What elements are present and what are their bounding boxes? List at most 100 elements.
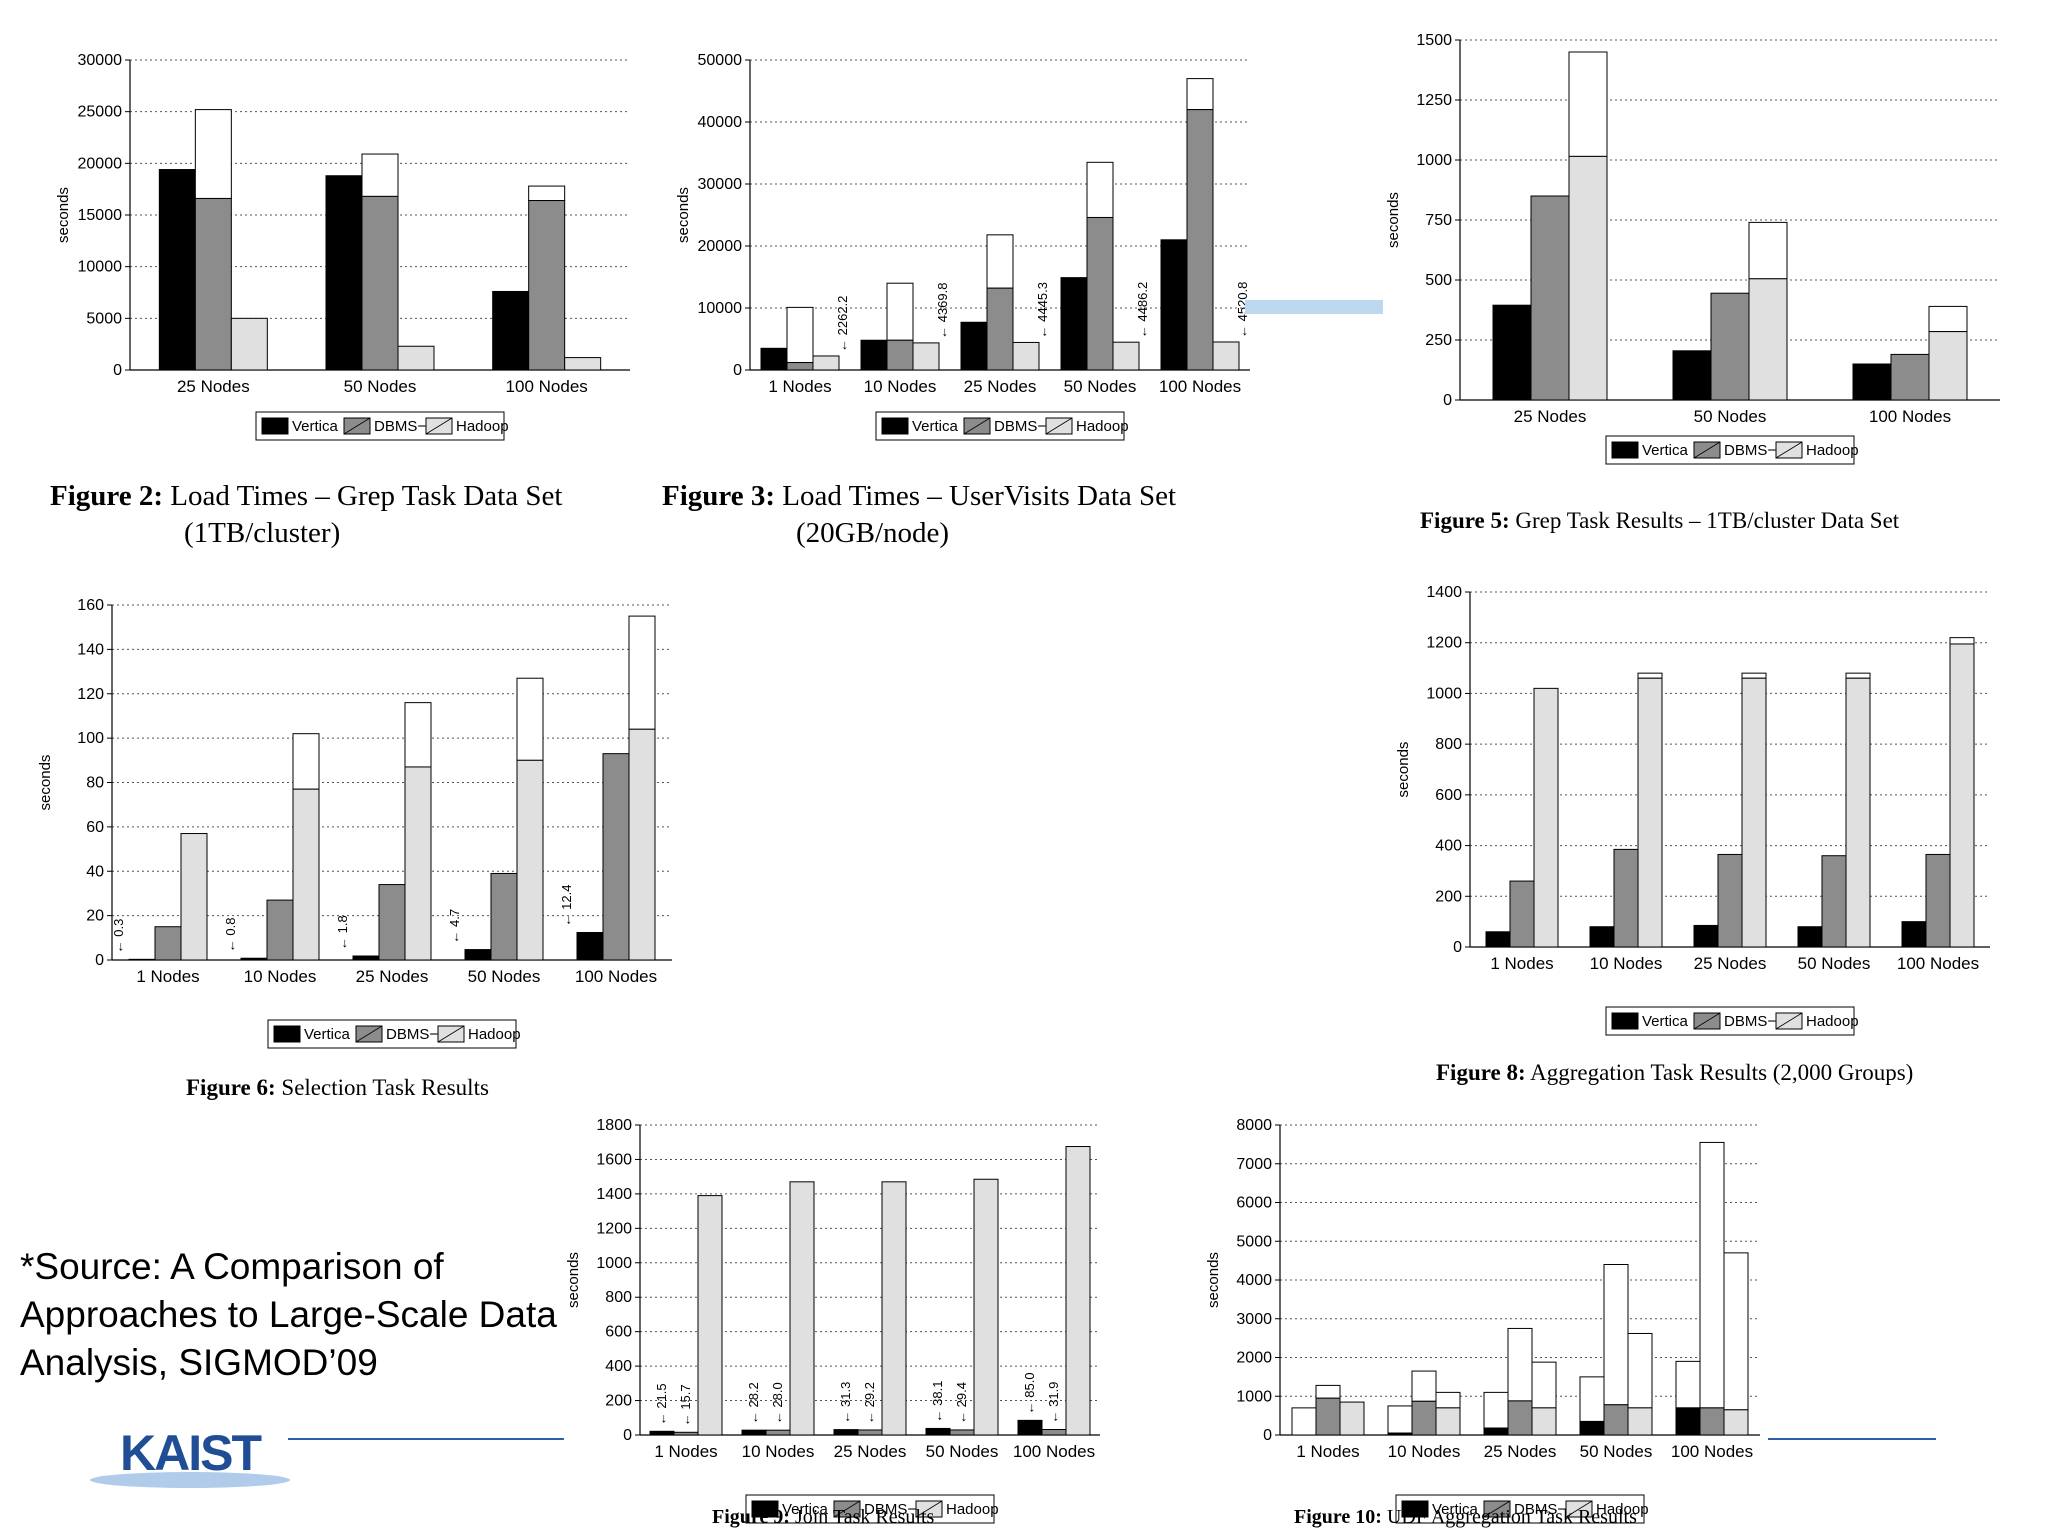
fig9-annotation: ← 85.0 bbox=[1022, 1372, 1037, 1414]
fig2-ytick-label: 15000 bbox=[78, 207, 123, 224]
fig10-legend-label: Vertica bbox=[1432, 1501, 1479, 1518]
fig9-annotation: ← 31.9 bbox=[1046, 1382, 1061, 1424]
fig10-category-label: 100 Nodes bbox=[1671, 1442, 1753, 1461]
fig10-bar-1-upper bbox=[1603, 1264, 1629, 1406]
fig9-annotation: ← 15.7 bbox=[678, 1384, 693, 1426]
fig3-ytick-label: 20000 bbox=[698, 238, 743, 255]
fig6-legend-label: Hadoop bbox=[468, 1026, 521, 1043]
fig10-bar-2 bbox=[1531, 1407, 1557, 1436]
fig9-ytick-label: 1000 bbox=[596, 1255, 632, 1272]
fig5-ytick-label: 500 bbox=[1425, 272, 1452, 289]
fig10-bar-0 bbox=[1483, 1427, 1509, 1436]
decorative-band bbox=[1245, 300, 1383, 314]
fig3-bar-0 bbox=[760, 347, 788, 371]
fig3-bar-2 bbox=[812, 355, 840, 371]
decorative-line-left bbox=[288, 1438, 564, 1440]
fig8-bar-0 bbox=[1485, 931, 1511, 948]
fig10-bar-2 bbox=[1627, 1407, 1653, 1436]
fig8-bar-2 bbox=[1637, 677, 1663, 948]
fig9-bar-1 bbox=[673, 1431, 699, 1436]
fig8-plot: 0 200 400 600 800 1000 1200 1400 seconds 1 Nodes 1… bbox=[1395, 584, 1990, 1036]
fig8-bar-0 bbox=[1589, 926, 1615, 948]
caption-fig2-text: Load Times – Grep Task Data Set bbox=[170, 480, 563, 512]
fig8-legend-swatch-slash bbox=[1611, 1012, 1639, 1030]
fig5-bar-1 bbox=[1710, 292, 1750, 401]
fig10-bar-1-upper bbox=[1699, 1141, 1725, 1409]
fig5-bar-1 bbox=[1530, 195, 1570, 401]
fig5-bar-2-upper bbox=[1928, 305, 1968, 333]
chart-fig2-load-times-grep: 0 5000 10000 15000 20000 25000 30000 seconds 25 … bbox=[55, 52, 630, 441]
fig5-bar-0 bbox=[1672, 350, 1712, 401]
fig9-plot: 0 200 400 600 800 1000 1200 1400 1600 1800 seconds… bbox=[565, 1117, 1100, 1524]
fig8-ytick-label: 200 bbox=[1435, 888, 1462, 905]
fig9-annotation: ← 31.3 bbox=[838, 1382, 853, 1424]
fig8-ytick-label: 600 bbox=[1435, 787, 1462, 804]
fig6-bar-2-upper bbox=[628, 615, 656, 730]
fig6-ytick-label: 60 bbox=[86, 819, 104, 836]
fig8-bar-2 bbox=[1533, 687, 1559, 948]
fig2-legend-swatch-slash bbox=[261, 417, 289, 435]
fig5-category-label: 25 Nodes bbox=[1514, 407, 1587, 426]
fig9-legend-swatch-slash bbox=[751, 1500, 779, 1518]
fig5-category-label: 50 Nodes bbox=[1694, 407, 1767, 426]
fig10-bar-1 bbox=[1699, 1407, 1725, 1436]
fig3-legend-label: Vertica bbox=[912, 418, 959, 435]
fig3-bar-1-upper bbox=[886, 282, 914, 341]
fig10-ytick-label: 2000 bbox=[1236, 1350, 1272, 1367]
fig6-legend-swatch-slash bbox=[355, 1025, 383, 1043]
fig3-bar-1 bbox=[786, 362, 814, 371]
caption-fig2: Figure 2: Load Times – Grep Task Data Se… bbox=[50, 478, 562, 552]
fig3-category-label: 50 Nodes bbox=[1064, 377, 1137, 396]
fig2-bar-0 bbox=[158, 169, 196, 371]
fig10-bar-0-upper bbox=[1675, 1360, 1701, 1409]
fig8-legend bbox=[1605, 1006, 1855, 1036]
fig8-bar-2-upper bbox=[1949, 637, 1975, 645]
fig8-bar-1 bbox=[1717, 853, 1743, 948]
chart-fig3-load-times-uservisits: 0 10000 20000 30000 40000 50000 seconds 1 Nodes… bbox=[675, 52, 1250, 441]
fig9-annotation: ← 21.5 bbox=[654, 1383, 669, 1425]
fig6-ylabel: seconds bbox=[37, 755, 54, 811]
fig5-bar-1 bbox=[1890, 353, 1930, 401]
chart-fig8-aggregation-task-results: 0 200 400 600 800 1000 1200 1400 seconds 1 Nodes 1… bbox=[1395, 584, 1990, 1036]
fig9-ytick-label: 800 bbox=[605, 1289, 632, 1306]
fig5-ytick-label: 1000 bbox=[1416, 152, 1452, 169]
fig8-legend-swatch-slash bbox=[1775, 1012, 1803, 1030]
fig9-ytick-label: 600 bbox=[605, 1324, 632, 1341]
fig3-category-label: 25 Nodes bbox=[964, 377, 1037, 396]
fig6-legend-swatch-slash bbox=[437, 1025, 465, 1043]
fig6-ytick-label: 80 bbox=[86, 775, 104, 792]
fig5-ytick-label: 250 bbox=[1425, 332, 1452, 349]
fig10-ytick-label: 1000 bbox=[1236, 1388, 1272, 1405]
fig6-bar-1 bbox=[154, 926, 182, 961]
fig8-ytick-label: 0 bbox=[1453, 939, 1462, 956]
fig9-bar-2 bbox=[881, 1181, 907, 1436]
fig3-annotation: ← 2262.2 bbox=[835, 296, 850, 352]
fig3-bar-1 bbox=[886, 339, 914, 371]
fig9-ytick-label: 1800 bbox=[596, 1117, 632, 1134]
fig6-ytick-label: 140 bbox=[77, 641, 104, 658]
fig6-annotation: ← 4.7 bbox=[447, 909, 462, 944]
fig9-ytick-label: 200 bbox=[605, 1393, 632, 1410]
fig2-bar-0 bbox=[492, 290, 530, 371]
fig6-legend-label: Vertica bbox=[304, 1026, 351, 1043]
fig8-bar-2-upper bbox=[1637, 672, 1663, 679]
fig6-bar-2 bbox=[404, 766, 432, 961]
fig10-bar-1-upper bbox=[1507, 1327, 1533, 1402]
fig2-legend-label: DBMS−X bbox=[374, 418, 436, 435]
fig8-ytick-label: 800 bbox=[1435, 736, 1462, 753]
fig2-ytick-label: 10000 bbox=[78, 259, 123, 276]
fig5-bar-2-upper bbox=[1748, 221, 1788, 280]
fig6-ytick-label: 20 bbox=[86, 908, 104, 925]
fig2-bar-1-upper bbox=[528, 185, 566, 202]
fig3-category-label: 10 Nodes bbox=[864, 377, 937, 396]
fig3-ytick-label: 30000 bbox=[698, 176, 743, 193]
fig2-category-label: 100 Nodes bbox=[506, 377, 588, 396]
fig10-ylabel: seconds bbox=[1205, 1252, 1222, 1308]
fig6-bar-1 bbox=[602, 753, 630, 961]
fig10-bar-2 bbox=[1435, 1407, 1461, 1436]
fig10-legend-swatch-slash bbox=[1483, 1500, 1511, 1518]
fig10-legend-label: DBMS−X bbox=[1514, 1501, 1576, 1518]
fig3-ytick-label: 40000 bbox=[698, 114, 743, 131]
fig9-category-label: 1 Nodes bbox=[654, 1442, 717, 1461]
chart-fig9-join-task-results: 0 200 400 600 800 1000 1200 1400 1600 1800 seconds… bbox=[565, 1117, 1100, 1524]
